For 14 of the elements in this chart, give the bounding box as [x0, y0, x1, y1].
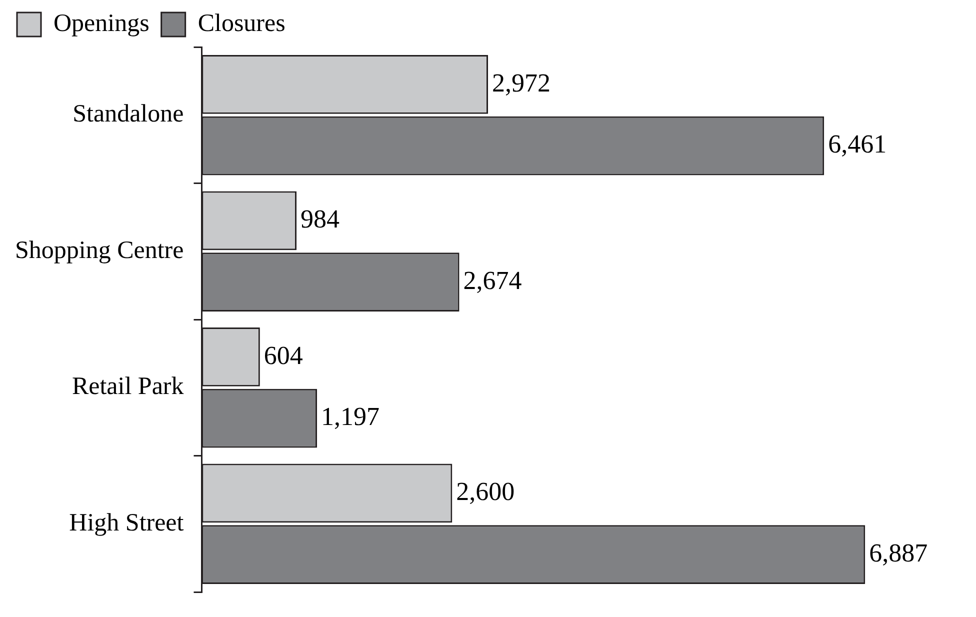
y-tick-label: Shopping Centre — [14, 236, 184, 264]
data-label: 2,674 — [463, 266, 522, 295]
y-tick-label: High Street — [69, 509, 184, 536]
data-label: 6,887 — [869, 538, 928, 568]
data-label: 6,461 — [828, 130, 887, 159]
data-label: 2,972 — [492, 68, 551, 98]
data-label: 984 — [300, 204, 340, 234]
data-label: 604 — [264, 340, 303, 370]
data-label: 2,600 — [456, 477, 515, 506]
legend-label: Openings — [54, 10, 150, 38]
legend-label: Closures — [198, 10, 286, 38]
data-label: 1,197 — [321, 402, 380, 432]
y-tick-label: Retail Park — [72, 373, 184, 400]
y-tick-label: Standalone — [72, 100, 184, 128]
